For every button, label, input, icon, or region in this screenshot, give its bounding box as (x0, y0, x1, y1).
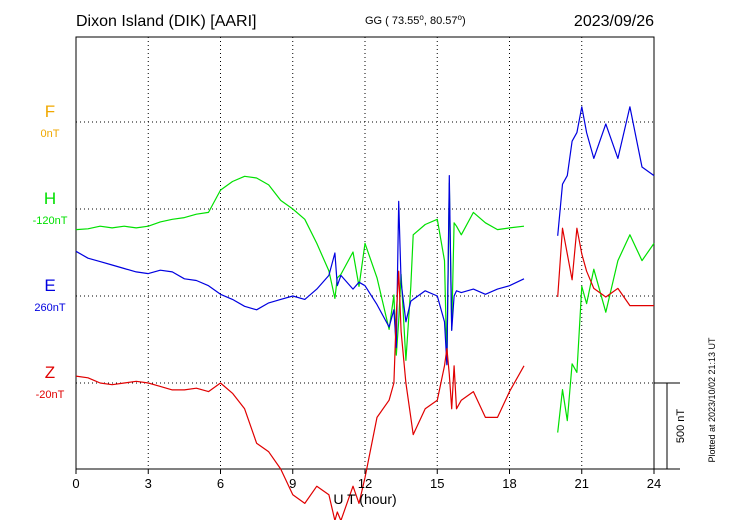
scale-bar-label: 500 nT (675, 409, 687, 444)
scale-bar: 500 nT (654, 382, 687, 470)
x-axis-title: U T (hour) (333, 491, 396, 507)
station-coords: GG ( 73.55o, 80.57o) (365, 13, 466, 27)
coords-lat-degree: o (419, 13, 424, 22)
x-tick-label: 18 (502, 476, 516, 491)
coords-prefix: GG ( 73.55 (365, 15, 419, 27)
x-tick-label: 21 (575, 476, 589, 491)
plotted-timestamp: Plotted at 2023/10/02 21:13 UT (707, 337, 717, 463)
series-baseline-z: -20nT (36, 389, 65, 401)
component-labels: F 0nT H -120nT E 260nT Z -20nT (33, 102, 68, 401)
series-label-e: E (44, 276, 55, 295)
series-baseline-f: 0nT (41, 128, 60, 140)
chart-date: 2023/09/26 (574, 13, 654, 30)
x-tick-label: 0 (72, 476, 79, 491)
x-tick-label: 3 (145, 476, 152, 491)
x-tick-label: 24 (647, 476, 661, 491)
series-baseline-e: 260nT (34, 302, 65, 314)
series-baseline-h: -120nT (33, 215, 68, 227)
series-line-h (75, 175, 655, 433)
series-label-f: F (45, 102, 55, 121)
x-tick-label: 6 (217, 476, 224, 491)
series-line-z (75, 227, 654, 520)
x-axis-ticks: 0 3 6 9 12 15 18 21 24 (72, 469, 661, 491)
grid (76, 37, 654, 469)
x-tick-label: 15 (430, 476, 444, 491)
x-tick-label: 12 (358, 476, 372, 491)
series-label-h: H (44, 189, 56, 208)
coords-lon-degree: o (458, 13, 463, 22)
series-label-z: Z (45, 363, 55, 382)
coords-end: ) (462, 15, 466, 27)
series-group (75, 106, 655, 520)
x-tick-label: 9 (289, 476, 296, 491)
series-line-e (75, 106, 655, 366)
coords-separator: , 80.57 (424, 15, 458, 27)
chart-title: Dixon Island (DIK) [AARI] (76, 13, 257, 30)
